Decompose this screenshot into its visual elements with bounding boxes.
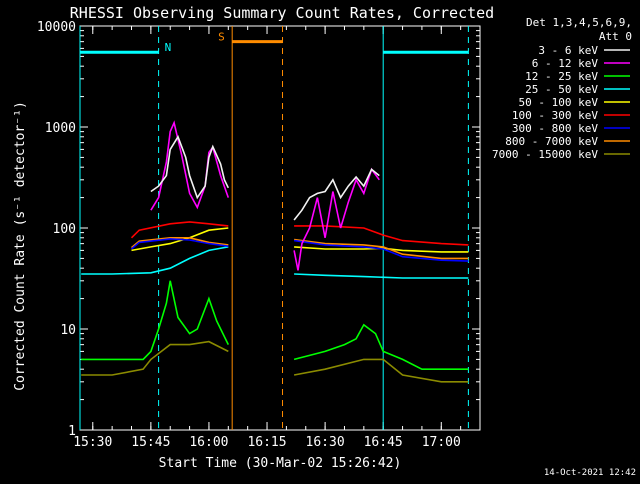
x-tick-label: 16:00 [189, 435, 228, 450]
legend-label: 12 - 25 keV [525, 70, 598, 83]
series-line-800-7000-kev [130, 237, 229, 249]
series-line-12-25-kev [293, 323, 469, 370]
series-line-800-7000-kev [293, 238, 469, 260]
legend-label: 3 - 6 keV [538, 44, 598, 57]
series-line-6-12-kev [150, 120, 230, 211]
x-axis-label: Start Time (30-Mar-02 15:26:42) [159, 456, 402, 471]
y-axis-label: Corrected Count Rate (s⁻¹ detector⁻¹) [13, 101, 28, 391]
series-line-300-800-kev [293, 239, 469, 262]
legend-label: 800 - 7000 keV [505, 135, 598, 148]
legend-header: Att 0 [599, 30, 632, 43]
marker-label: N [165, 41, 172, 54]
series-line-3-6-kev [293, 168, 380, 221]
y-tick-label: 10 [60, 323, 76, 338]
legend-label: 25 - 50 keV [525, 83, 598, 96]
series-line-50-100-kev [131, 227, 229, 252]
marker-label: S [218, 31, 225, 44]
x-tick-label: 17:00 [422, 435, 461, 450]
series-line-7000-15000-kev [81, 340, 229, 376]
series-line-12-25-kev [81, 280, 230, 361]
x-tick-label: 16:45 [364, 435, 403, 450]
series-line-300-800-kev [130, 238, 229, 250]
legend-label: 300 - 800 keV [512, 122, 598, 135]
y-tick-label: 1000 [45, 121, 76, 136]
x-tick-label: 15:30 [73, 435, 112, 450]
timestamp: 14-Oct-2021 12:42 [544, 468, 636, 478]
chart-title: RHESSI Observing Summary Count Rates, Co… [70, 4, 494, 22]
y-tick-labels: 1 10 100 1000 10000 [37, 20, 76, 439]
series-line-25-50-kev [81, 246, 229, 275]
y-tick-label: 1 [68, 424, 76, 439]
legend-header: Det 1,3,4,5,6,9, [526, 16, 632, 29]
x-tick-labels: 15:30 15:45 16:00 16:15 16:30 16:45 17:00 [73, 435, 461, 450]
legend-label: 6 - 12 keV [532, 57, 599, 70]
legend-label: 100 - 300 keV [512, 109, 598, 122]
x-tick-label: 16:30 [306, 435, 345, 450]
x-tick-label: 16:15 [247, 435, 286, 450]
x-tick-label: 15:45 [131, 435, 170, 450]
series-line-7000-15000-kev [293, 358, 469, 383]
legend-label: 7000 - 15000 keV [492, 148, 598, 161]
series-line-100-300-kev [294, 225, 469, 246]
series-line-100-300-kev [130, 221, 229, 239]
series-line-6-12-kev [293, 167, 380, 271]
y-tick-label: 100 [53, 222, 76, 237]
series-line-3-6-kev [150, 134, 230, 200]
series-layer [81, 120, 469, 383]
y-tick-label: 10000 [37, 20, 76, 35]
legend-label: 50 - 100 keV [519, 96, 599, 109]
time-markers: NS [79, 26, 469, 430]
series-line-25-50-kev [294, 273, 469, 279]
